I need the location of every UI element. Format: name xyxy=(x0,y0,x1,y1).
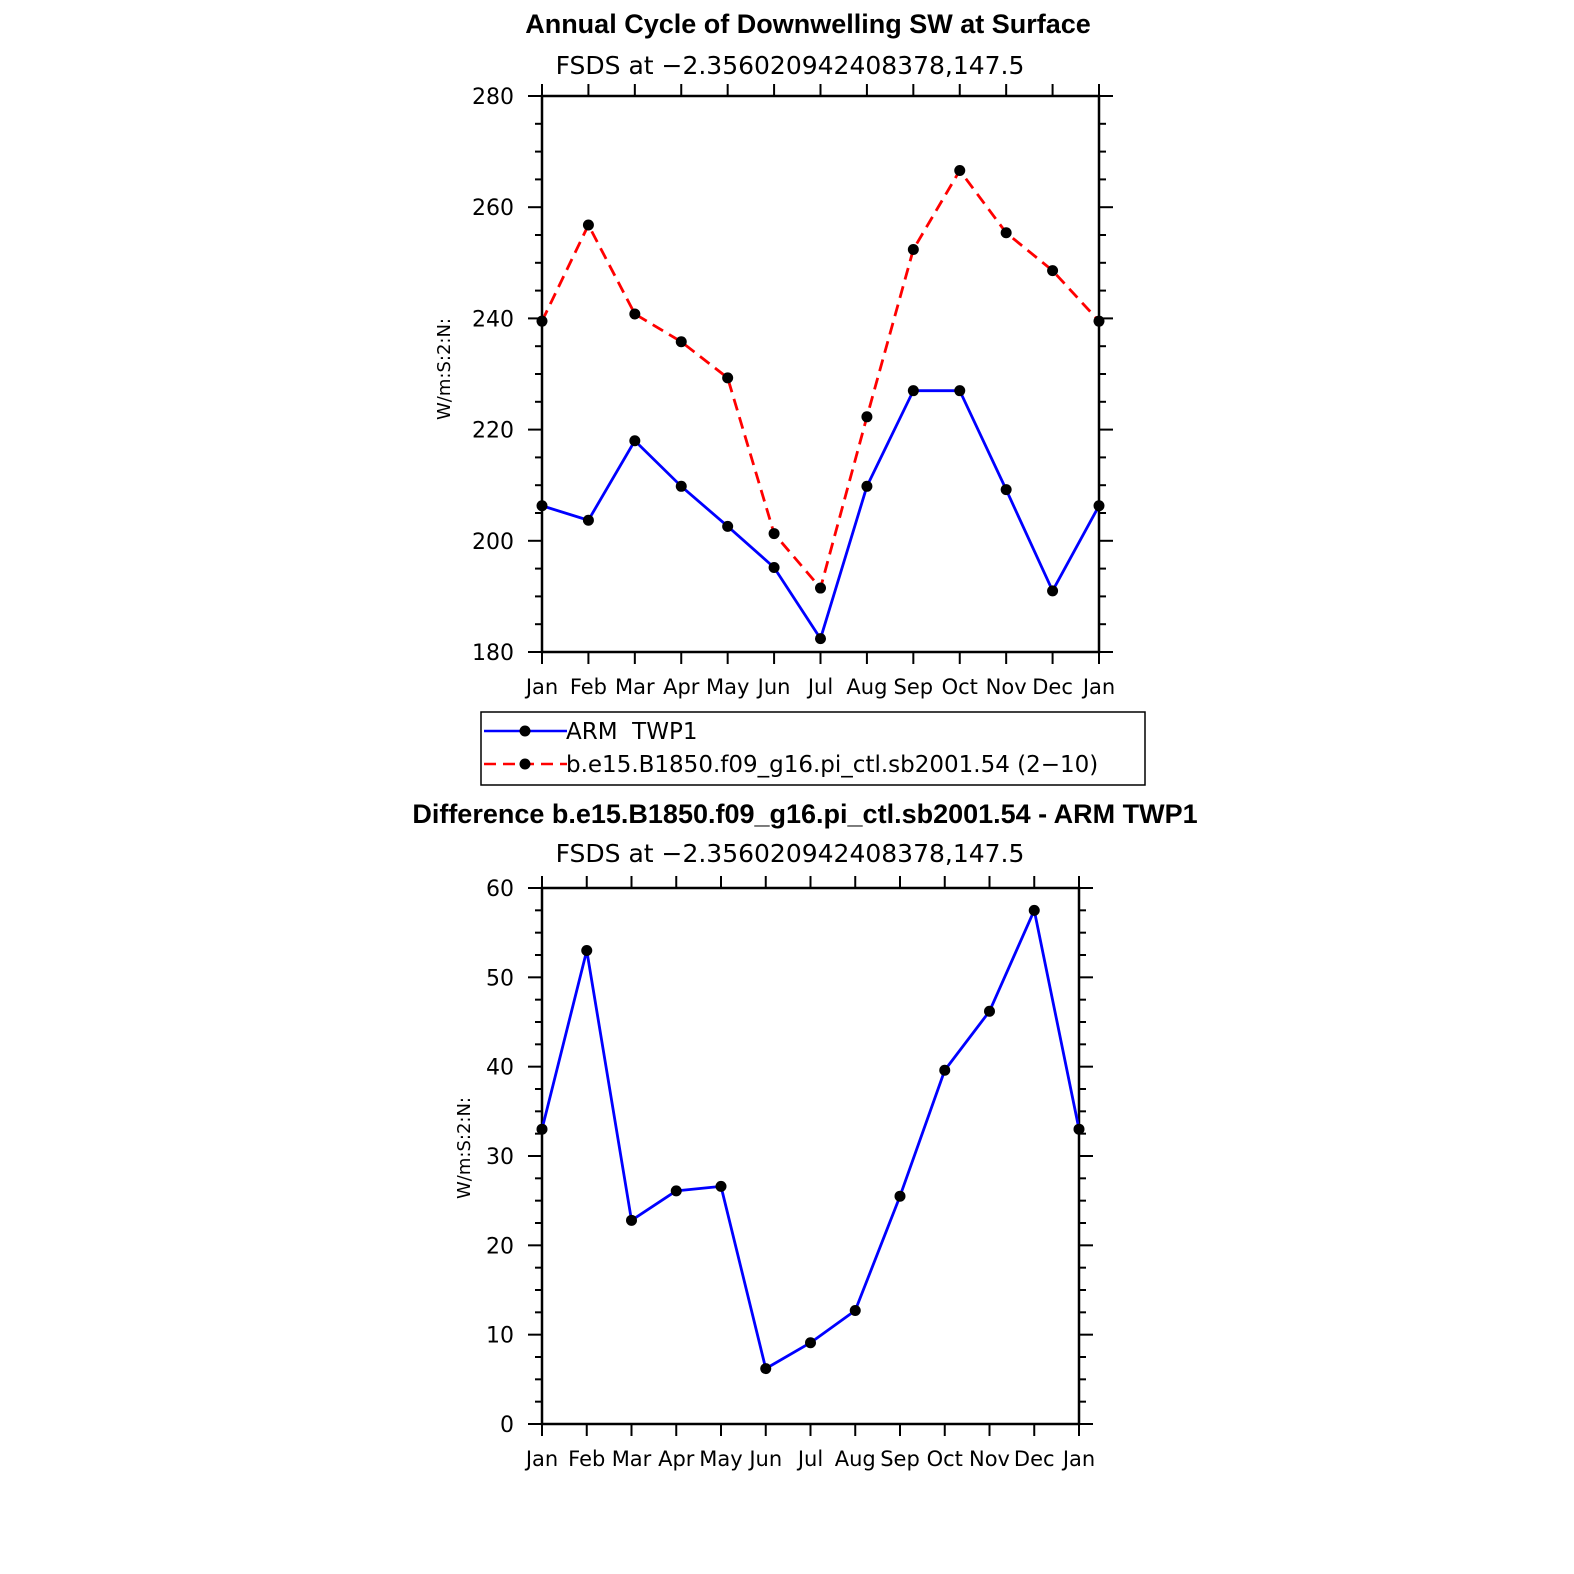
chart-1-x-tick-label: Sep xyxy=(894,675,934,699)
chart-1-x-tick-label: Aug xyxy=(846,675,887,699)
chart-1-series-2-point xyxy=(1093,315,1105,327)
chart-1-series-2-point xyxy=(582,219,594,231)
chart-1-x-tick-label: May xyxy=(706,675,749,699)
chart-2-x-tick-label: Nov xyxy=(969,1447,1010,1471)
chart-1-y-tick-label: 220 xyxy=(472,419,514,444)
chart-1-x-tick-label: Jul xyxy=(806,675,833,699)
chart-2-y-tick-label: 30 xyxy=(486,1145,514,1170)
chart-1-y-axis-label: W/m:S:2:N: xyxy=(434,318,455,420)
chart-2-plot-area: 0 10 20 30 40 50 60 Jan Feb Mar Apr May Jun Jul Aug Sep… xyxy=(486,876,1095,1471)
chart-1-series-1-point xyxy=(954,385,966,397)
chart-1-x-tick-label: Apr xyxy=(663,675,700,699)
chart-1-series-2-line xyxy=(540,169,1101,590)
chart-1-x-tick-label: Feb xyxy=(570,675,607,699)
chart-2-y-tick-label: 40 xyxy=(486,1056,514,1081)
chart-2-series-1-point xyxy=(670,1185,682,1197)
chart-1-plot-area: 180 200 220 240 260 280 Jan Feb Mar Apr May Jun Jul A… xyxy=(472,84,1115,699)
chart-2-x-tick-label: Aug xyxy=(835,1447,876,1471)
chart-1-x-tick-label: Jan xyxy=(524,675,558,699)
chart-2-series-1-point xyxy=(939,1064,951,1076)
legend: ARM TWP1 b.e15.B1850.f09_g16.pi_ctl.sb20… xyxy=(480,711,1146,786)
chart-2-x-tick-label: Mar xyxy=(612,1447,652,1471)
chart-2-x-tick-label: Apr xyxy=(658,1447,695,1471)
chart-1-series-1-point xyxy=(815,633,826,645)
chart-2-y-tick-label: 60 xyxy=(486,877,514,902)
chart-1-series-1-point xyxy=(1047,585,1059,597)
chart-2-title: Difference b.e15.B1850.f09_g16.pi_ctl.sb… xyxy=(412,799,1197,829)
chart-1-frame xyxy=(540,94,1101,654)
chart-1-x-tick-label: Jun xyxy=(756,675,791,699)
chart-1-x-tick-label: Jan xyxy=(1081,675,1115,699)
chart-2-series-1-point xyxy=(894,1190,906,1202)
chart-1-series-1-point xyxy=(861,480,873,492)
chart-1-series-1-point xyxy=(675,480,687,492)
chart-1-series-1-point xyxy=(536,500,548,512)
chart-1-series-2-point xyxy=(675,336,687,348)
chart-2-series-1-point xyxy=(715,1180,727,1192)
chart-2-series-1-point xyxy=(805,1337,816,1349)
chart-1-series-1-point xyxy=(1000,484,1012,496)
chart-1-series-1-point xyxy=(768,561,780,573)
chart-1-x-tick-label: Oct xyxy=(942,675,978,699)
legend-marker-series-2 xyxy=(519,758,531,770)
legend-label-series-1: ARM TWP1 xyxy=(566,719,697,745)
chart-2-x-tick-label: Jul xyxy=(796,1447,823,1471)
chart-1-series-1-point xyxy=(582,514,594,526)
chart-2-series-1-point xyxy=(849,1305,861,1317)
chart-1-series-2-point xyxy=(1000,227,1012,239)
chart-1-series-1-point xyxy=(907,385,919,397)
chart-2-series-1-point xyxy=(626,1214,637,1226)
chart-1-series-1-line xyxy=(541,389,1101,641)
chart-1-y-tick-label: 180 xyxy=(472,641,514,666)
chart-1-title: Annual Cycle of Downwelling SW at Surfac… xyxy=(525,9,1091,39)
chart-1-series-1-point xyxy=(1093,500,1105,512)
chart-2-x-tick-label: Jun xyxy=(747,1447,782,1471)
chart-1-series-1-point xyxy=(629,435,641,447)
chart-1-series-2-point xyxy=(768,528,780,540)
chart-2-series-1-line xyxy=(540,908,1081,1371)
chart-1-subtitle: FSDS at −2.356020942408378,147.5 xyxy=(556,51,1025,80)
chart-1-y-tick-label: 280 xyxy=(472,85,514,110)
chart-1-y-tick-label: 260 xyxy=(472,196,514,221)
chart-1-y-tick-label: 240 xyxy=(472,307,514,332)
legend-marker-series-1 xyxy=(519,725,531,737)
chart-2-y-tick-label: 50 xyxy=(486,966,514,991)
chart-2-series-1-point xyxy=(1073,1123,1085,1135)
chart-2-x-tick-label: Oct xyxy=(927,1447,963,1471)
chart-1-series-2-point xyxy=(536,315,548,327)
chart-2-subtitle: FSDS at −2.356020942408378,147.5 xyxy=(556,839,1025,868)
chart-2-x-tick-label: Dec xyxy=(1014,1447,1055,1471)
chart-2-series-1-point xyxy=(581,945,593,957)
legend-box xyxy=(480,711,1146,786)
chart-2-series-1-point xyxy=(984,1005,995,1017)
chart-2-series-1-point xyxy=(536,1123,548,1135)
chart-2-x-tick-label: Feb xyxy=(568,1447,605,1471)
chart-1-series-2-point xyxy=(954,165,966,177)
legend-label-series-2: b.e15.B1850.f09_g16.pi_ctl.sb2001.54 (2−… xyxy=(566,752,1098,778)
chart-2-series-1-point xyxy=(760,1363,772,1375)
chart-1-series-2-point xyxy=(861,411,873,423)
chart-2-y-axis-label: W/m:S:2:N: xyxy=(454,1097,475,1199)
chart-2-series-1-point xyxy=(1028,904,1040,916)
chart-2-x-tick-label: May xyxy=(699,1447,742,1471)
chart-2-x-tick-label: Sep xyxy=(880,1447,920,1471)
chart-2-x-tick-label: Jan xyxy=(524,1447,558,1471)
chart-1-series-2-point xyxy=(815,582,826,594)
chart-1-x-tick-label: Mar xyxy=(615,675,655,699)
chart-1: Annual Cycle of Downwelling SW at Surfac… xyxy=(434,9,1115,699)
chart-1-series-2-point xyxy=(722,372,734,384)
chart-2-x-tick-label: Jan xyxy=(1061,1447,1095,1471)
chart-1-series-2-point xyxy=(629,308,641,320)
chart-1-series-1-point xyxy=(722,520,734,532)
chart-2-y-tick-label: 0 xyxy=(500,1413,514,1438)
chart-1-x-tick-label: Nov xyxy=(986,675,1027,699)
chart-2-y-tick-label: 20 xyxy=(486,1234,514,1259)
chart-2: Difference b.e15.B1850.f09_g16.pi_ctl.sb… xyxy=(412,799,1197,1471)
chart-2-y-tick-label: 10 xyxy=(486,1324,514,1349)
chart-1-series-2-point xyxy=(907,243,919,255)
chart-1-series-2-point xyxy=(1047,265,1059,277)
chart-1-x-tick-label: Dec xyxy=(1032,675,1073,699)
chart-1-y-tick-label: 200 xyxy=(472,530,514,555)
